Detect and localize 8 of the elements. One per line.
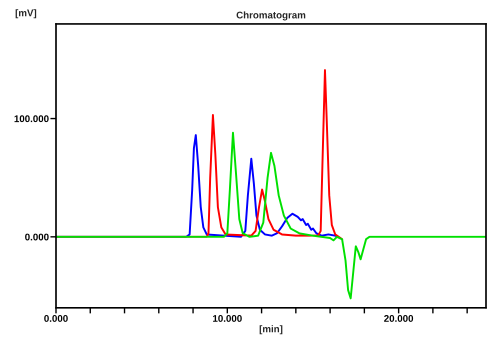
y-axis-title: [mV]	[16, 9, 36, 18]
line-series	[56, 132, 486, 300]
x-tick-label: 0.000	[44, 315, 68, 322]
x-tick-label: 20.000	[384, 315, 414, 322]
x-axis-title: [min]	[260, 325, 282, 334]
y-tick-label: 100.000	[14, 115, 49, 122]
chart-title: Chromatogram	[236, 11, 306, 20]
x-tick-label: 10.000	[213, 315, 242, 322]
